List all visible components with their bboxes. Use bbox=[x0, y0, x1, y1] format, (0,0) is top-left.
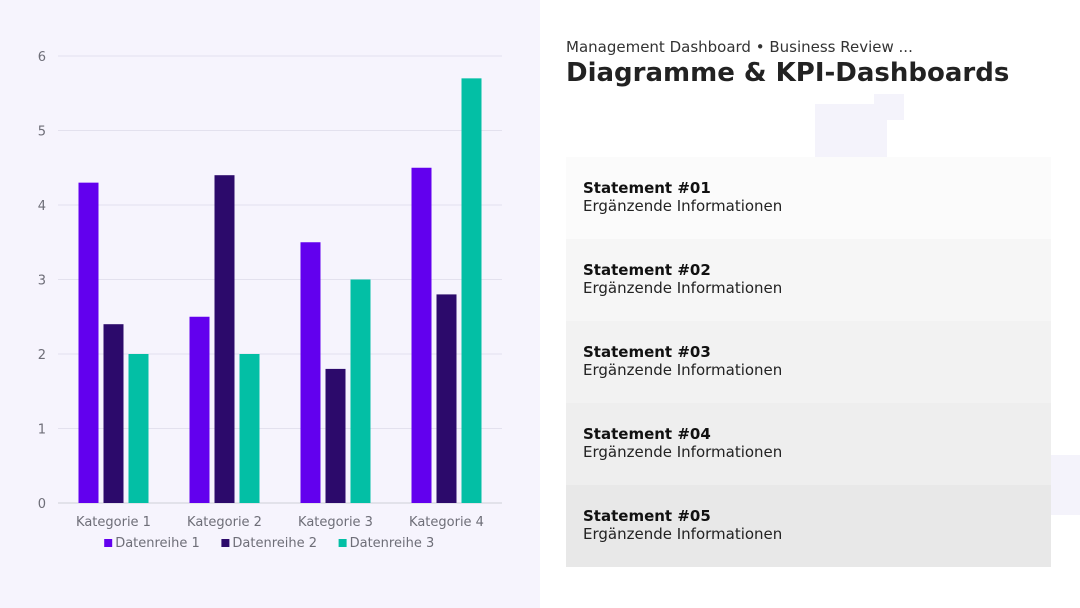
legend-swatch bbox=[338, 539, 347, 547]
statement-subtitle: Ergänzende Informationen bbox=[583, 443, 783, 461]
decorative-square bbox=[1050, 455, 1080, 515]
statement-title: Statement #03 bbox=[583, 343, 711, 361]
legend-swatch bbox=[221, 539, 230, 547]
legend-swatch bbox=[104, 539, 113, 547]
legend-label: Datenreihe 2 bbox=[232, 536, 317, 551]
bar bbox=[325, 368, 346, 503]
grid-lines bbox=[58, 55, 502, 504]
statement-subtitle: Ergänzende Informationen bbox=[583, 361, 783, 379]
x-axis-ticks: Kategorie 1 Kategorie 2 Kategorie 3 Kategor… bbox=[76, 515, 484, 530]
page-subtitle: Management Dashboard • Business Review .… bbox=[566, 38, 913, 56]
bar bbox=[103, 324, 124, 503]
bar bbox=[214, 175, 235, 503]
statement-item: Statement #05 Ergänzende Informationen bbox=[566, 485, 1051, 567]
y-tick-label: 6 bbox=[38, 50, 46, 65]
bars bbox=[78, 78, 482, 503]
bar bbox=[128, 354, 149, 503]
bar bbox=[461, 78, 482, 503]
x-tick-label: Kategorie 1 bbox=[76, 515, 151, 530]
decorative-square bbox=[874, 94, 904, 120]
bar bbox=[189, 316, 210, 503]
statement-title: Statement #04 bbox=[583, 425, 711, 443]
x-tick-label: Kategorie 2 bbox=[187, 515, 262, 530]
y-axis-ticks: 0 1 2 3 4 5 6 bbox=[38, 50, 46, 512]
statement-item: Statement #04 Ergänzende Informationen bbox=[566, 403, 1051, 485]
statement-title: Statement #01 bbox=[583, 179, 711, 197]
y-tick-label: 0 bbox=[38, 497, 46, 512]
bar bbox=[78, 182, 99, 503]
statement-title: Statement #05 bbox=[583, 507, 711, 525]
legend-label: Datenreihe 1 bbox=[115, 536, 200, 551]
page-title: Diagramme & KPI-Dashboards bbox=[566, 58, 1010, 88]
statement-list: Statement #01 Ergänzende Informationen S… bbox=[566, 157, 1051, 567]
y-tick-label: 4 bbox=[38, 199, 46, 214]
y-tick-label: 5 bbox=[38, 125, 46, 140]
y-tick-label: 3 bbox=[38, 274, 46, 289]
bar bbox=[300, 242, 321, 503]
statement-title: Statement #02 bbox=[583, 261, 711, 279]
legend-label: Datenreihe 3 bbox=[350, 536, 435, 551]
statement-subtitle: Ergänzende Informationen bbox=[583, 197, 783, 215]
bar bbox=[411, 167, 432, 503]
y-tick-label: 1 bbox=[38, 423, 46, 438]
legend: Datenreihe 1 Datenreihe 2 Datenreihe 3 bbox=[104, 536, 434, 551]
statement-subtitle: Ergänzende Informationen bbox=[583, 525, 783, 543]
x-tick-label: Kategorie 3 bbox=[298, 515, 373, 530]
page-header: Management Dashboard • Business Review .… bbox=[566, 38, 1009, 88]
statement-item: Statement #02 Ergänzende Informationen bbox=[566, 239, 1051, 321]
bar bbox=[350, 279, 371, 503]
statement-item: Statement #01 Ergänzende Informationen bbox=[566, 157, 1051, 239]
y-tick-label: 2 bbox=[38, 348, 46, 363]
x-tick-label: Kategorie 4 bbox=[409, 515, 484, 530]
statement-item: Statement #03 Ergänzende Informationen bbox=[566, 321, 1051, 403]
statement-subtitle: Ergänzende Informationen bbox=[583, 279, 783, 297]
bar bbox=[239, 354, 260, 503]
bar bbox=[436, 294, 457, 503]
